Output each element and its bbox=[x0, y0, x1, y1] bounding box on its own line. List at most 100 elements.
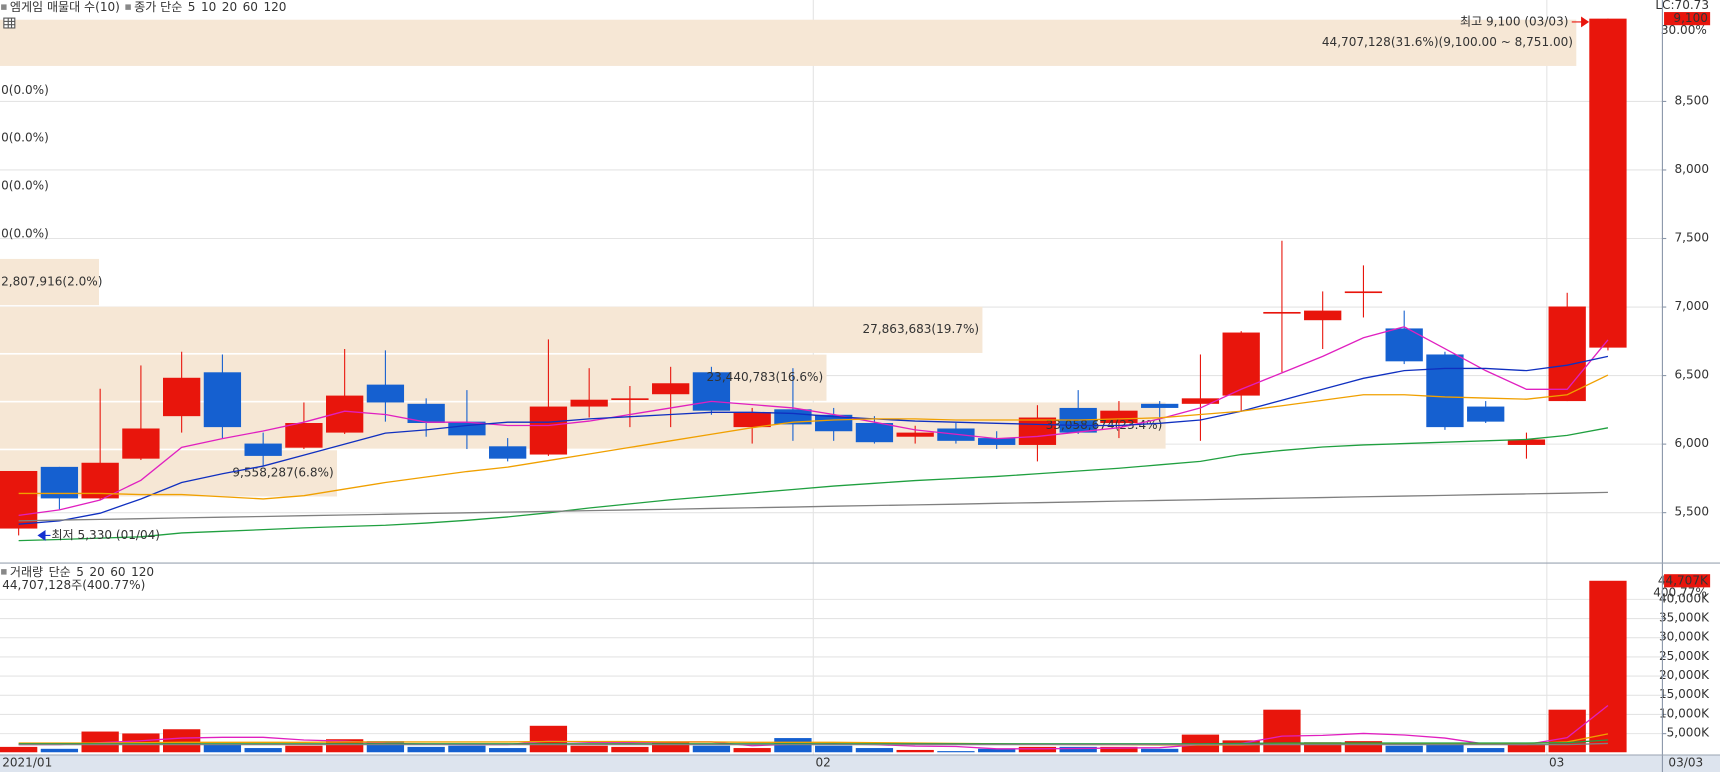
moving-average-line bbox=[18, 491, 1608, 522]
volume-bar bbox=[652, 742, 690, 753]
annotation-label: 최고 9,100 (03/03) bbox=[1460, 14, 1568, 28]
legend-entry: 엠게임 매물대 수(10) bbox=[10, 0, 120, 14]
candle-body bbox=[163, 377, 201, 417]
candle-body bbox=[855, 423, 894, 443]
volume-bar bbox=[1059, 746, 1097, 753]
volume-bar bbox=[1263, 709, 1301, 753]
y-tick-label: 7,500 bbox=[1675, 230, 1710, 244]
y-tick-label: 6,000 bbox=[1675, 436, 1710, 450]
annotation-label: 최저 5,330 (01/04) bbox=[52, 528, 160, 542]
candle-body bbox=[692, 372, 731, 411]
volume-bar bbox=[1467, 748, 1505, 753]
candle-body bbox=[652, 383, 690, 395]
volume-bar bbox=[448, 745, 486, 753]
volume-bar bbox=[733, 748, 771, 753]
last-price-box bbox=[1664, 12, 1711, 26]
candle-body bbox=[1507, 439, 1546, 445]
volume-bar bbox=[366, 741, 405, 753]
candle-body bbox=[81, 462, 119, 499]
candle-body bbox=[203, 372, 242, 428]
y-tick-label: 7,000 bbox=[1675, 299, 1710, 313]
volume-bar bbox=[163, 729, 201, 753]
volume-bar bbox=[1385, 745, 1423, 753]
x-tick-label: 02 bbox=[815, 756, 830, 770]
volume-bar bbox=[937, 751, 975, 753]
volume-profile-label: 0(0.0%) bbox=[1, 179, 49, 193]
x-axis-band bbox=[0, 754, 1720, 772]
y-tick-label: 35,000K bbox=[1659, 611, 1710, 625]
legend-entry: 20 bbox=[89, 565, 104, 579]
volume-header: 44,707,128주(400.77%) bbox=[2, 578, 145, 592]
y-tick-label: 8,000 bbox=[1675, 162, 1710, 176]
x-tick-label: 2021/01 bbox=[2, 756, 52, 770]
volume-profile-label: 0(0.0%) bbox=[1, 83, 49, 97]
volume-bar bbox=[1141, 748, 1179, 753]
volume-profile-label: 2,807,916(2.0%) bbox=[1, 274, 102, 288]
legend-marker bbox=[1, 4, 7, 10]
legend-entry: 5 bbox=[76, 565, 84, 579]
legend-marker bbox=[125, 4, 131, 10]
volume-bar bbox=[0, 746, 38, 753]
last-price-label: 9,100 bbox=[1673, 11, 1708, 25]
volume-profile-label: 44,707,128(31.6%)(9,100.00 ~ 8,751.00) bbox=[1322, 35, 1573, 49]
candle-body bbox=[1141, 403, 1179, 408]
volume-profile-bar bbox=[0, 306, 983, 353]
volume-bar bbox=[1589, 580, 1627, 753]
y-tick-label: 30,000K bbox=[1659, 630, 1710, 644]
volume-bar bbox=[1507, 744, 1546, 753]
candle-body bbox=[366, 384, 405, 403]
volume-profile-label: 0(0.0%) bbox=[1, 226, 49, 240]
volume-bar bbox=[978, 748, 1016, 753]
volume-bar bbox=[489, 748, 527, 753]
candle-body bbox=[733, 412, 771, 428]
y-tick-label: 25,000K bbox=[1659, 649, 1710, 663]
volume-bar bbox=[81, 731, 119, 753]
volume-profile-label: 23,440,783(16.6%) bbox=[707, 370, 824, 384]
candle-body bbox=[1304, 310, 1342, 321]
volume-bar bbox=[1548, 709, 1586, 753]
icon-frame bbox=[3, 17, 16, 29]
volume-bar bbox=[285, 745, 323, 753]
table-icon[interactable] bbox=[3, 17, 16, 29]
moving-average-line bbox=[18, 374, 1609, 500]
x-end-label: 03/03 bbox=[1668, 756, 1703, 770]
candle-body bbox=[244, 443, 282, 456]
y-tick-label: 15,000K bbox=[1659, 687, 1710, 701]
candle-body bbox=[529, 406, 568, 455]
volume-bar bbox=[1018, 746, 1057, 753]
candle-body bbox=[1100, 410, 1138, 424]
legend-entry: 60 bbox=[243, 0, 258, 14]
legend-marker bbox=[1, 569, 7, 575]
volume-profile-label: 9,558,287(6.8%) bbox=[232, 466, 333, 480]
y-tick-label: 8,500 bbox=[1675, 93, 1710, 107]
lines-layer: 44,707,128(31.6%)(9,100.00 ~ 8,751.00) 0(… bbox=[1, 35, 1609, 750]
volume-bar bbox=[1304, 742, 1342, 753]
y-tick-label: 10,000K bbox=[1659, 706, 1710, 720]
legend-entry: 120 bbox=[131, 565, 154, 579]
legend-entry: 종가 단순 bbox=[134, 0, 182, 14]
volume-bar bbox=[611, 746, 649, 753]
volume-bar bbox=[529, 725, 568, 753]
candle-body bbox=[122, 428, 160, 459]
volume-profile-bar bbox=[0, 19, 1577, 66]
volume-bar bbox=[203, 743, 242, 753]
candle-body bbox=[978, 438, 1016, 445]
annotation-arrow bbox=[1571, 16, 1590, 28]
candle-body bbox=[1222, 332, 1260, 396]
x-tick-label: 03 bbox=[1549, 756, 1564, 770]
volume-bar bbox=[896, 749, 934, 753]
moving-average-line bbox=[18, 355, 1609, 525]
annotation-arrow bbox=[37, 529, 51, 541]
candle-body bbox=[1589, 18, 1627, 348]
change-label: 30.00% bbox=[1661, 23, 1707, 37]
volume-profile-label: 0(0.0%) bbox=[1, 131, 49, 145]
candle-body bbox=[1426, 354, 1464, 428]
candle-body bbox=[285, 423, 323, 448]
moving-average-line bbox=[18, 742, 1608, 746]
candle-body bbox=[1548, 306, 1586, 402]
marks-layer bbox=[0, 18, 1627, 753]
candle-body bbox=[1263, 311, 1301, 314]
legend-entry: 120 bbox=[263, 0, 286, 14]
